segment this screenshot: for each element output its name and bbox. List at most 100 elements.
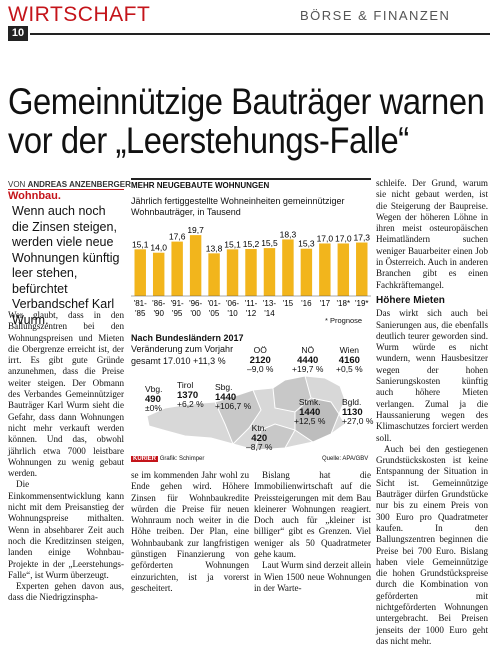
region-name: Stmk.	[298, 397, 321, 407]
credit-text: Grafik: Schimper	[159, 456, 205, 462]
region-value: 1440	[215, 391, 237, 403]
region-name: Wien	[339, 345, 360, 355]
region-value: 1440	[299, 406, 321, 418]
chart-footnote: * Prognose	[325, 316, 363, 325]
paragraph: Die Einkommensentwicklung kann nicht mit…	[8, 479, 124, 580]
austria-map	[146, 375, 346, 451]
region-change: +0,5 %	[336, 364, 363, 374]
states-total: gesamt 17.010 +11,3 %	[131, 356, 226, 366]
section-title: WIRTSCHAFT	[8, 3, 151, 26]
chart-subtitle: Jährlich fertiggestellte Wohneinheiten g…	[131, 196, 345, 217]
kurier-logo: KURIER	[131, 456, 159, 462]
category-label: '14	[264, 309, 275, 318]
chart-credit: KURIER Grafik: Schimper	[131, 456, 204, 462]
region-vbg: Vbg. 490 ±0%	[145, 384, 163, 414]
category-label: '86-	[152, 299, 165, 308]
bar-value-label: 17,0	[335, 233, 352, 243]
bar-6	[245, 249, 257, 296]
paragraph: Experten gehen davon aus, dass die Niedr…	[8, 581, 124, 603]
region-ktn: Ktn. 420 –8,7 %	[246, 423, 273, 453]
bar-9	[300, 248, 313, 296]
chart-title: MEHR NEUGEBAUTE WOHNUNGEN	[131, 178, 371, 191]
bar-value-label: 15,2	[243, 239, 260, 249]
bar-value-label: 14,0	[150, 243, 167, 253]
bar-value-label: 18,3	[280, 229, 297, 239]
category-label: '96-	[189, 299, 202, 308]
bar-4	[208, 253, 220, 296]
region-value: 4440	[297, 354, 319, 366]
category-label: '11-	[245, 299, 258, 308]
region-name: NÖ	[301, 345, 315, 355]
bar-value-label: 19,7	[187, 225, 204, 235]
paragraph: Auch bei den gestiegenen Grundstückskost…	[376, 443, 488, 646]
region-value: 490	[145, 393, 161, 405]
bar-5	[226, 249, 239, 296]
region-name: OÖ	[253, 345, 267, 355]
article-column-3: Bislang hat die Immobilienwirtschaft auf…	[254, 470, 371, 594]
bar-10	[319, 243, 331, 296]
bar-value-label: 15,5	[261, 238, 278, 248]
bar-value-label: 17,6	[169, 232, 186, 242]
bar-7	[263, 248, 276, 296]
region-change: –9,0 %	[247, 364, 274, 374]
category-label: '01-	[208, 299, 221, 308]
chart-source: Quelle: APA/GBV	[322, 456, 369, 462]
headline-line-1: Gemeinnützige Bauträger warnen	[8, 81, 485, 122]
region-value: 4160	[338, 354, 360, 366]
bar-11	[337, 243, 350, 296]
category-label: '16	[301, 299, 312, 308]
category-label: '81-	[134, 299, 147, 308]
header-divider	[30, 33, 490, 35]
page-number: 10	[8, 26, 28, 41]
paragraph: se im kommenden Jahr wohl zu Ende gehen …	[131, 470, 249, 593]
byline-divider	[8, 189, 124, 190]
bar-value-label: 15,3	[298, 239, 315, 249]
category-label: '05	[209, 309, 220, 318]
region-ooe: OÖ 2120 –9,0 %	[247, 345, 274, 375]
category-label: '15	[283, 299, 294, 308]
region-value: 1130	[342, 406, 363, 418]
region-noe: NÖ 4440 +19,7 %	[292, 345, 324, 375]
bar-value-label: 17,0	[317, 233, 334, 243]
bar-value-label: 15,1	[132, 239, 149, 249]
bar-2	[171, 241, 183, 296]
region-name: Sbg.	[215, 382, 233, 392]
bar-chart: 15,1 '81-'85 14,0 '86-'90 17,6 '91-'95 19,7 '96…	[131, 225, 371, 318]
states-title: Nach Bundesländern 2017	[131, 333, 244, 343]
region-name: Tirol	[177, 380, 194, 390]
category-label: '12	[246, 309, 257, 318]
paragraph: schleife. Der Grund, warum sie nicht geb…	[376, 178, 488, 290]
bar-value-label: 13,8	[206, 243, 223, 253]
bar-8	[282, 239, 294, 296]
region-change: +6,2 %	[177, 399, 204, 409]
category-label: '17	[320, 299, 331, 308]
byline: VON ANDREAS ANZENBERGER	[8, 180, 131, 189]
region-change: +12,5 %	[294, 416, 326, 426]
article-column-1: Wer glaubt, dass in den Ballungszentren …	[8, 310, 124, 604]
region-change: +19,7 %	[292, 364, 324, 374]
category-label: '13-	[263, 299, 276, 308]
region-value: 2120	[249, 354, 271, 366]
paragraph: Bislang hat die Immobilienwirtschaft auf…	[254, 470, 371, 560]
region-value: 420	[251, 432, 268, 444]
subsection-title: BÖRSE & FINANZEN	[300, 8, 451, 23]
category-label: '18*	[337, 299, 351, 308]
region-change: +106,7 %	[215, 401, 252, 411]
article-column-2: se im kommenden Jahr wohl zu Ende gehen …	[131, 470, 249, 594]
category-label: '85	[135, 309, 146, 318]
bar-1	[152, 252, 165, 296]
region-wien: Wien 4160 +0,5 %	[336, 345, 363, 375]
region-change: ±0%	[145, 403, 162, 413]
paragraph: Wer glaubt, dass in den Ballungszentren …	[8, 310, 124, 479]
region-name: Vbg.	[145, 384, 163, 394]
bar-12	[356, 242, 368, 296]
category-label: '90	[153, 309, 164, 318]
bar-0	[134, 249, 146, 296]
category-label: '91-	[171, 299, 184, 308]
region-stmk: Stmk. 1440 +12,5 %	[294, 397, 326, 427]
bar-3	[189, 235, 202, 296]
region-name: Bgld.	[342, 397, 362, 407]
region-change: –8,7 %	[246, 442, 273, 452]
bar-value-label: 15,1	[224, 239, 241, 249]
region-change: +27,0 %	[342, 416, 374, 426]
